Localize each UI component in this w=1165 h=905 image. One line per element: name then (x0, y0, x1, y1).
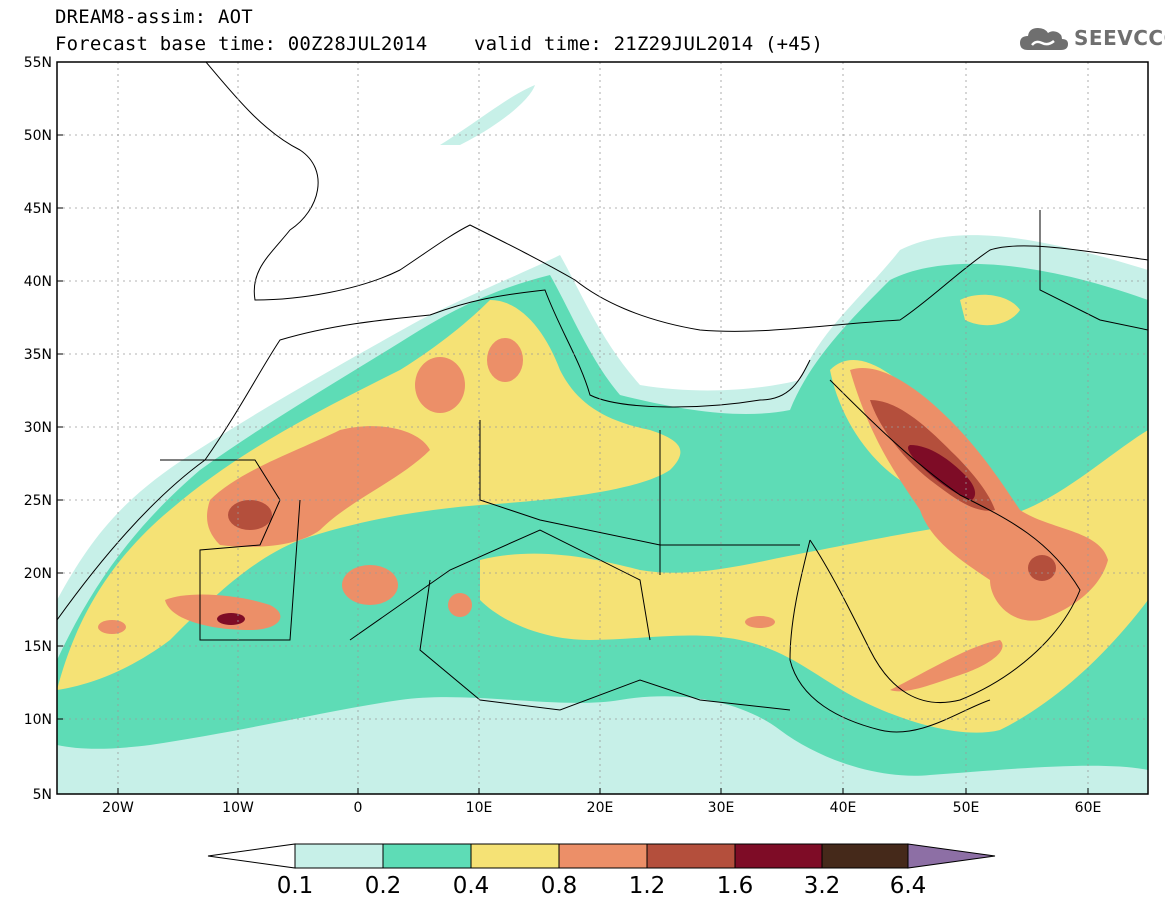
lat-label: 45N (24, 201, 52, 217)
colorbar-bin (470, 843, 560, 869)
lat-label: 10N (24, 712, 52, 728)
lon-label: 10E (466, 800, 493, 816)
map-frame (56, 61, 1149, 795)
colorbar-label: 1.6 (717, 873, 754, 899)
colorbar-label: 0.2 (365, 873, 402, 899)
axis-ticks (57, 61, 1089, 795)
lat-label: 40N (24, 274, 52, 290)
lon-label: 10W (222, 800, 254, 816)
aot-contour-layers (57, 85, 1148, 794)
colorbar-label: 6.4 (890, 873, 927, 899)
map-subtitle-times: Forecast base time: 00Z28JUL2014 valid t… (55, 33, 824, 55)
longitude-labels: 20W 10W 0 10E 20E 30E 40E 50E 60E (102, 800, 1101, 816)
lat-label: 35N (24, 347, 52, 363)
colorbar-high-arrow (907, 843, 996, 869)
lon-label: 0 (354, 800, 363, 816)
lon-label: 20W (102, 800, 134, 816)
lon-label: 40E (830, 800, 857, 816)
lat-label: 25N (24, 493, 52, 509)
lon-label: 50E (953, 800, 980, 816)
colorbar-bin (821, 843, 909, 869)
map-title: DREAM8-assim: AOT (55, 6, 253, 28)
colorbar-low-arrow (207, 843, 296, 869)
colorbar-label: 3.2 (804, 873, 841, 899)
lon-label: 60E (1075, 800, 1102, 816)
lat-label: 5N (33, 787, 52, 803)
colorbar-label: 0.8 (541, 873, 578, 899)
colorbar-bin (646, 843, 736, 869)
lat-label: 20N (24, 566, 52, 582)
gridlines (57, 62, 1148, 794)
colorbar-bin (558, 843, 648, 869)
lat-label: 15N (24, 639, 52, 655)
lon-label: 30E (708, 800, 735, 816)
colorbar-bin (382, 843, 472, 869)
colorbar (207, 843, 996, 869)
colorbar-labels: 0.1 0.2 0.4 0.8 1.2 1.6 3.2 6.4 (277, 873, 927, 899)
seevccc-logo: SEEVCCC (1018, 22, 1165, 54)
colorbar-label: 0.4 (453, 873, 490, 899)
colorbar-bin (734, 843, 823, 869)
lat-label: 55N (24, 55, 52, 71)
colorbar-label: 1.2 (629, 873, 666, 899)
lon-label: 20E (587, 800, 614, 816)
logo-text: SEEVCCC (1074, 26, 1165, 50)
colorbar-bin (294, 843, 384, 869)
coastlines-and-borders (57, 62, 1148, 733)
colorbar-label: 0.1 (277, 873, 314, 899)
lat-label: 30N (24, 420, 52, 436)
lat-label: 50N (24, 128, 52, 144)
latitude-labels: 55N 50N 45N 40N 35N 30N 25N 20N 15N 10N … (24, 55, 52, 803)
cloud-icon (1020, 28, 1068, 50)
